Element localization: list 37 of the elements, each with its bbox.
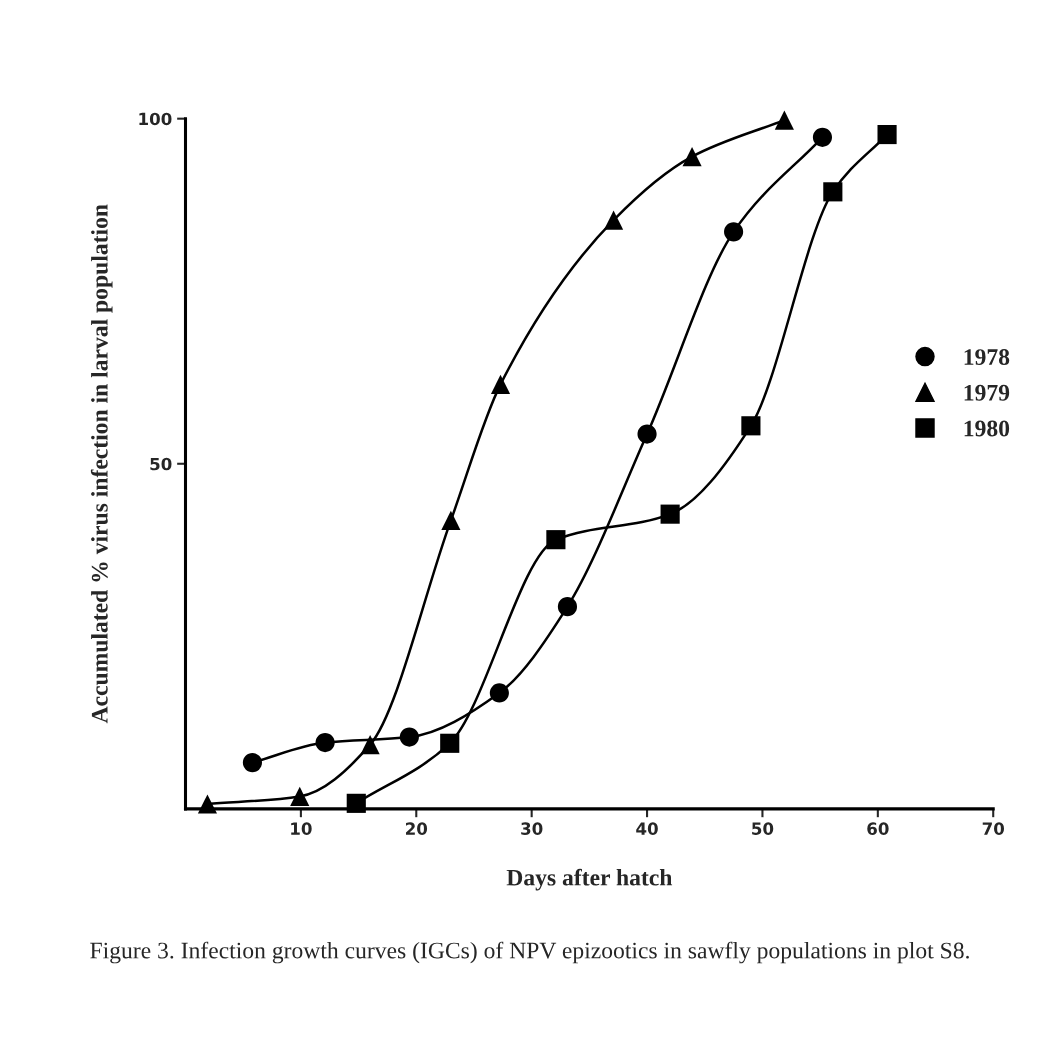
legend-label: 1978: [964, 349, 1010, 366]
point: [774, 110, 794, 130]
point: [360, 735, 380, 755]
point: [812, 127, 833, 147]
point: [197, 794, 217, 814]
legend-label: 1980: [964, 420, 1010, 437]
point: [724, 222, 744, 242]
x-tick-label: 20: [406, 822, 428, 835]
point: [290, 786, 310, 807]
point: [546, 530, 566, 550]
point: [877, 124, 897, 145]
point: [346, 793, 366, 813]
point: [604, 210, 624, 230]
x-tick-label: 10: [291, 822, 312, 835]
caption: Figure 3. Infection growth curves (IGCs) of NPV epizootics in sawfly populations in plot S8.: [90, 941, 969, 964]
point: [440, 733, 460, 753]
legend-label: 1979: [964, 384, 1010, 401]
x-tick-label: 40: [636, 822, 658, 835]
point: [557, 597, 578, 617]
y-axis-title: Accumulated % virus infection in larval population: [90, 204, 113, 724]
point: [660, 504, 680, 524]
point: [823, 182, 843, 202]
point: [682, 147, 702, 167]
point: [490, 374, 511, 394]
y-tick-label: 100: [139, 112, 172, 126]
x-tick-label: 30: [521, 822, 543, 835]
point: [399, 727, 419, 747]
point: [741, 416, 761, 436]
point: [637, 424, 657, 444]
x-tick-label: 60: [867, 822, 889, 835]
point: [441, 510, 461, 530]
point: [489, 683, 509, 703]
point: [242, 753, 262, 773]
x-tick-label: 50: [752, 822, 774, 835]
x-tick-label: 70: [982, 822, 1005, 835]
x-axis-title: Days after hatch: [506, 868, 673, 891]
point: [315, 733, 335, 753]
